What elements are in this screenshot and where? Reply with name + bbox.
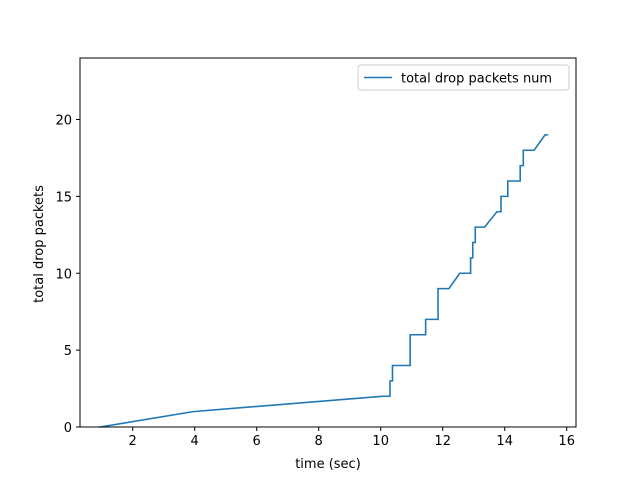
y-tick-label: 10	[55, 267, 72, 282]
x-tick-label: 12	[434, 434, 451, 449]
x-tick-label: 4	[191, 434, 199, 449]
y-tick-label: 5	[64, 344, 72, 359]
x-tick-label: 2	[129, 434, 137, 449]
x-tick-label: 14	[496, 434, 513, 449]
series-line-0	[99, 134, 549, 428]
plot-frame	[79, 57, 577, 428]
legend-label: total drop packets num	[401, 72, 552, 87]
y-tick-label: 0	[64, 421, 72, 436]
x-tick-label: 10	[372, 434, 389, 449]
x-tick-label: 16	[558, 434, 575, 449]
legend-box	[357, 64, 570, 91]
y-tick-label: 20	[55, 114, 72, 129]
y-axis-label: total drop packets	[32, 185, 47, 303]
x-tick-label: 6	[253, 434, 261, 449]
y-tick-label: 15	[55, 190, 72, 205]
x-axis-label: time (sec)	[295, 457, 361, 472]
plot-area: 2 4 6 8 10 12 14 16 0 5 10 15 20 total drop packets n…	[55, 57, 577, 449]
x-tick-label: 8	[315, 434, 323, 449]
